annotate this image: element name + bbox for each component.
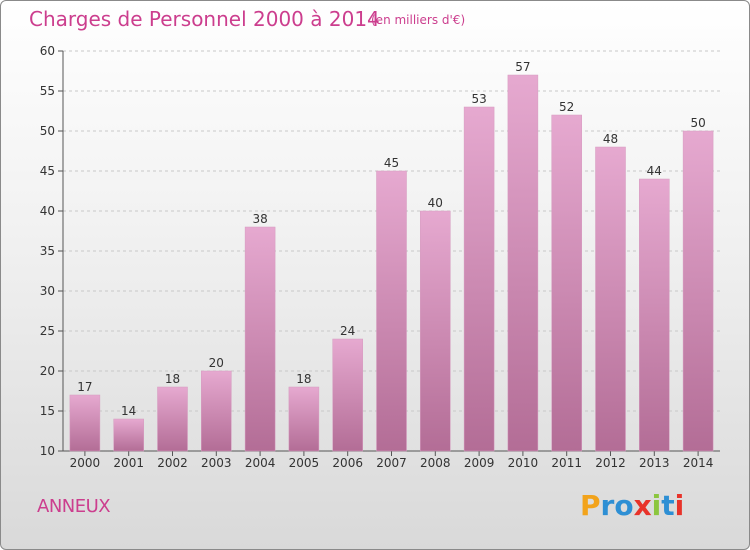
y-tick-label: 50 [40,124,55,138]
data-label: 53 [471,92,486,106]
bar [288,386,320,452]
x-tick-label: 2013 [639,456,670,470]
axes: 10 15 20 25 30 35 40 45 50 55 60 2000 2001 2002 2003 20… [40,44,720,470]
x-tick-label: 2006 [332,456,363,470]
x-tick-label: 2001 [113,456,144,470]
commune-name: ANNEUX [37,496,111,517]
y-tick-label: 20 [40,364,55,378]
x-tick-label: 2005 [289,456,320,470]
y-tick-label: 35 [40,244,55,258]
data-label: 48 [603,132,618,146]
x-tick-label: 2009 [464,456,495,470]
logo-letter: i [674,489,685,522]
y-tick-label: 55 [40,84,55,98]
bar [507,74,539,452]
bar [244,226,276,452]
x-tick-label: 2007 [376,456,407,470]
x-tick-label: 2002 [157,456,188,470]
bar [595,146,626,452]
data-label: 18 [296,372,311,386]
logo-letter: t [661,489,675,522]
data-label: 40 [428,196,443,210]
y-tick-label: 15 [40,404,55,418]
bar [420,210,451,452]
x-tick-label: 2011 [551,456,582,470]
bar [157,386,188,452]
data-label: 45 [384,156,399,170]
data-label: 38 [252,212,267,226]
x-tick-label: 2000 [70,456,101,470]
x-tick-label: 2010 [508,456,539,470]
bar [201,370,232,452]
data-label: 18 [165,372,180,386]
logo-letter: x [633,489,652,522]
bar [69,394,101,452]
x-tick-label: 2004 [245,456,276,470]
y-tick-label: 25 [40,324,55,338]
bar [376,170,407,452]
bar [113,418,144,452]
x-tick-label: 2014 [683,456,714,470]
y-tick-label: 30 [40,284,55,298]
data-label: 57 [515,60,530,74]
y-tick-label: 60 [40,44,55,58]
bar [332,338,363,452]
data-label: 17 [77,380,92,394]
data-label: 50 [690,116,705,130]
data-label: 14 [121,404,136,418]
bar [551,114,582,452]
data-labels: 17 14 18 20 38 18 24 45 40 53 57 52 48 44 50 [77,60,705,418]
bars [69,74,714,452]
data-label: 24 [340,324,355,338]
y-tick-label: 45 [40,164,55,178]
logo-letter: i [651,489,662,522]
x-tick-label: 2012 [595,456,626,470]
proxiti-logo: Proxiti [580,489,684,522]
bar [463,106,495,452]
x-tick-label: 2008 [420,456,451,470]
data-label: 52 [559,100,574,114]
y-tick-label: 10 [40,444,55,458]
bar [682,130,714,452]
data-label: 20 [209,356,224,370]
logo-letter: r [600,489,615,522]
chart-title: Charges de Personnel 2000 à 2014 [29,7,380,31]
chart-unit: (en milliers d'€) [371,13,466,27]
y-tick-label: 40 [40,204,55,218]
logo-letter: o [614,489,634,522]
x-tick-label: 2003 [201,456,232,470]
bar [639,178,670,452]
logo-letter: P [580,489,601,522]
data-label: 44 [647,164,662,178]
